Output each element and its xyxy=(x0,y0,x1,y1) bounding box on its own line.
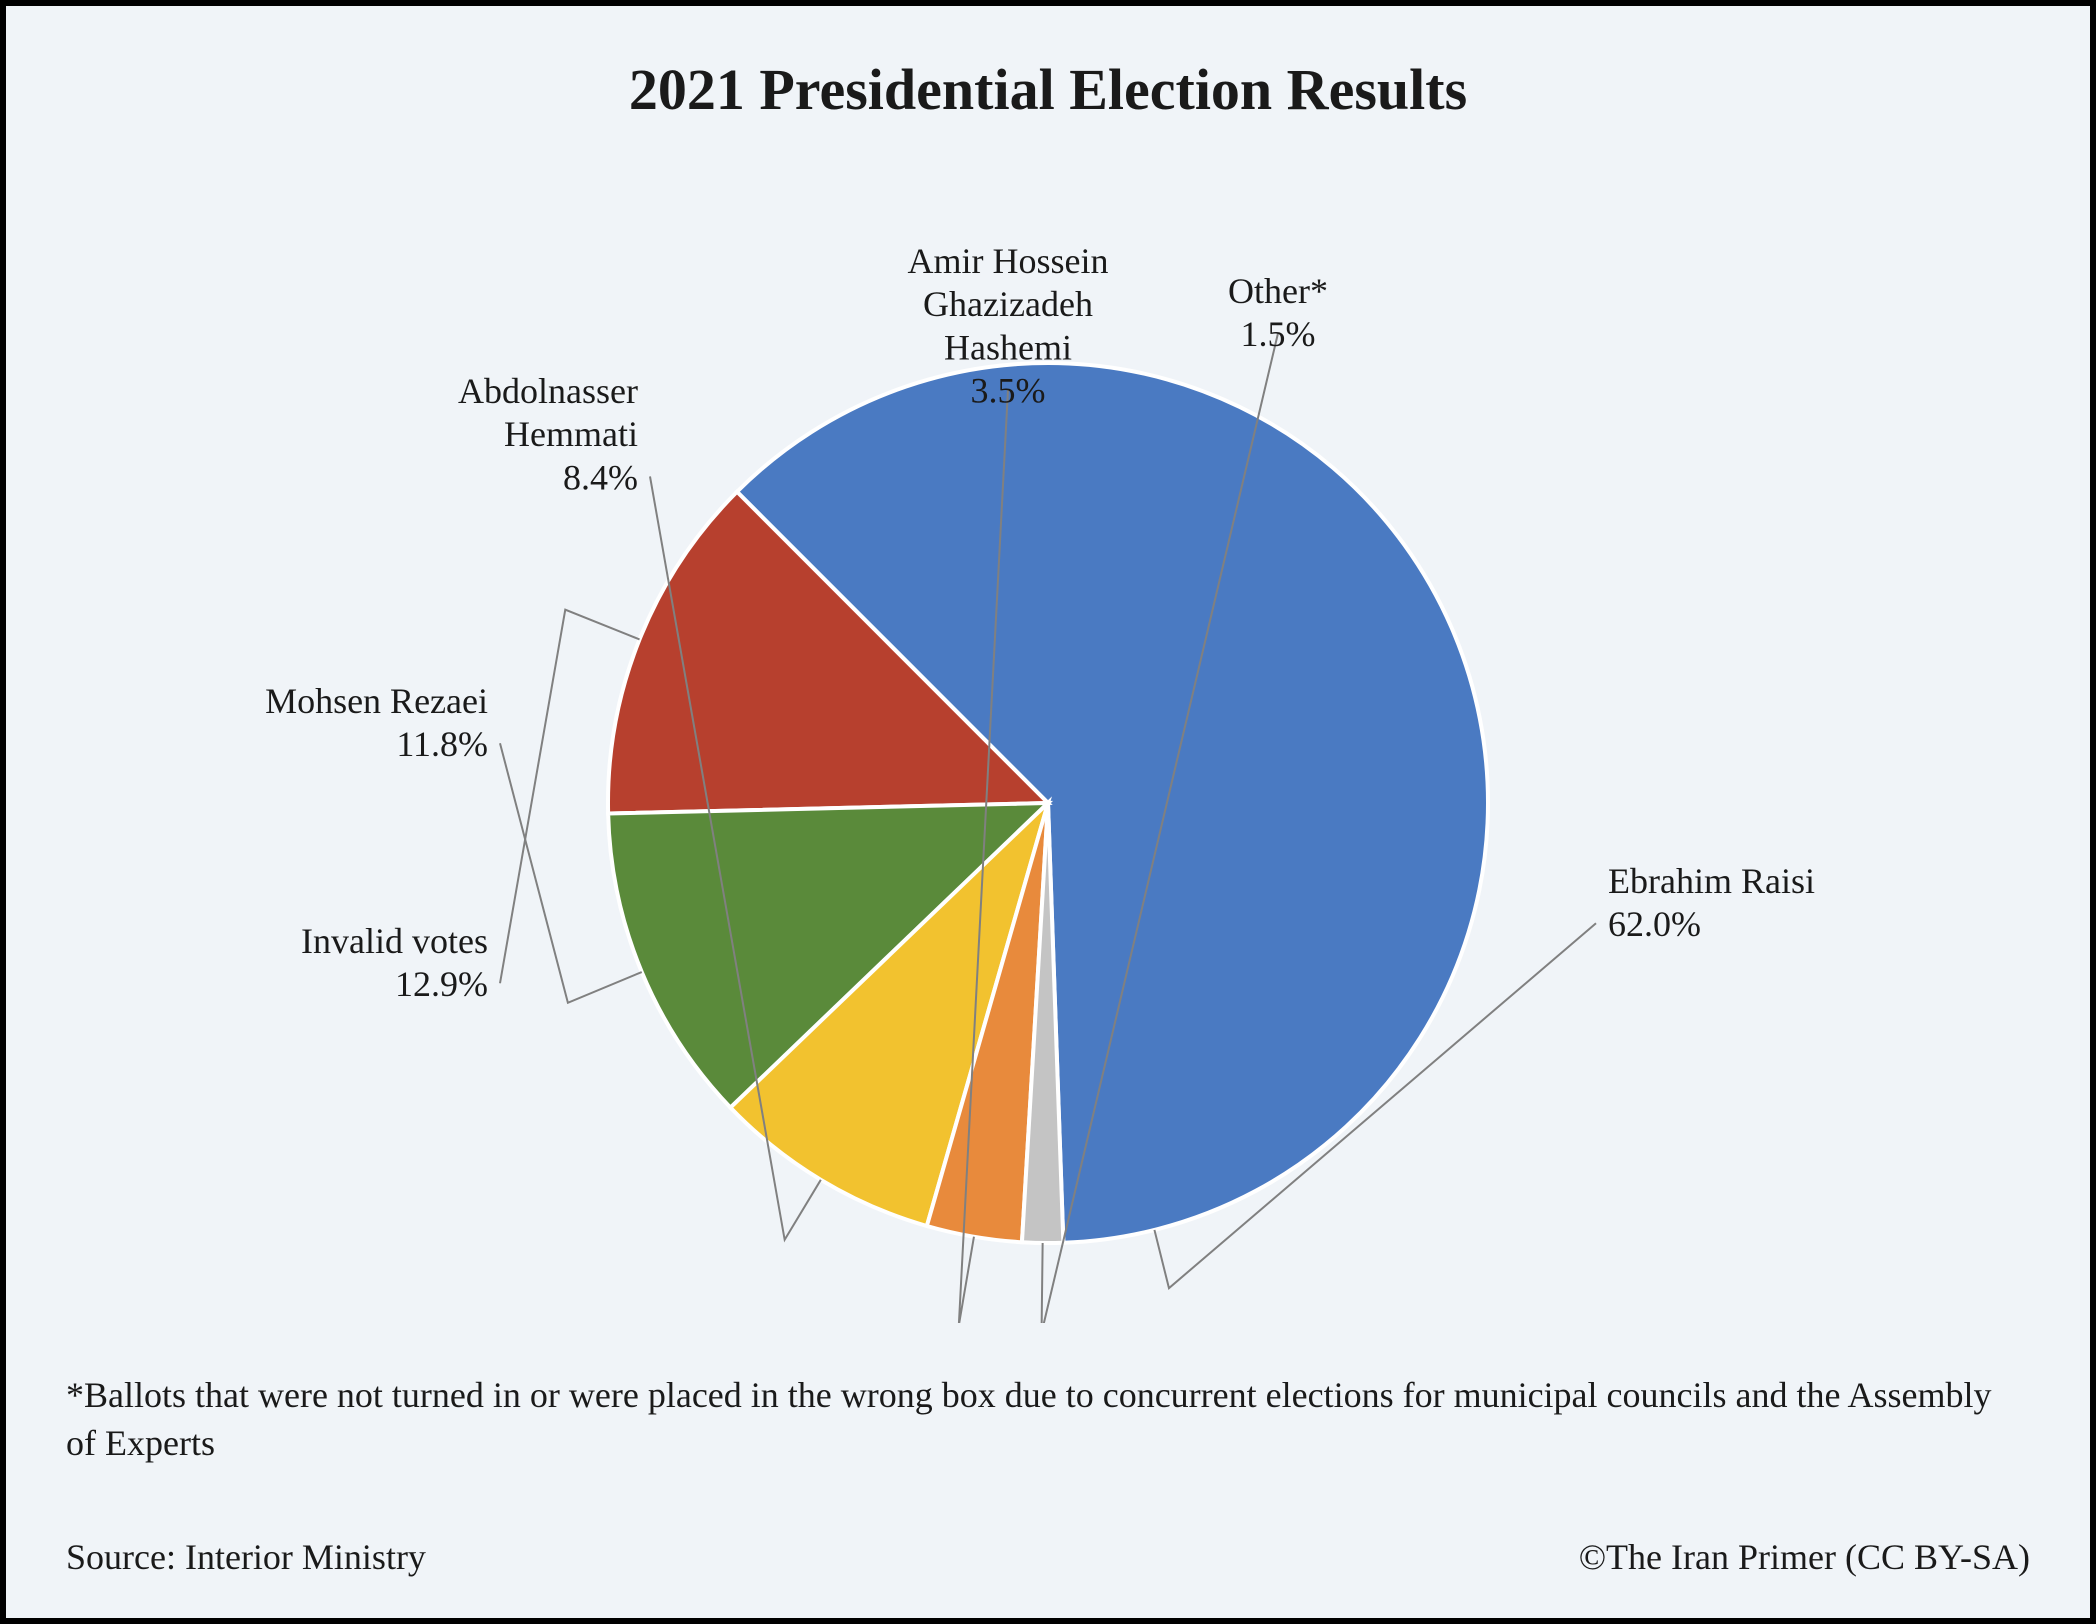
chart-container: 2021 Presidential Election Results Ebrah… xyxy=(0,0,2096,1624)
slice-label: Invalid votes12.9% xyxy=(301,921,488,1004)
footnote-text: *Ballots that were not turned in or were… xyxy=(66,1371,2030,1468)
copyright-text: ©The Iran Primer (CC BY-SA) xyxy=(1579,1536,2030,1578)
slice-label: Ebrahim Raisi62.0% xyxy=(1608,861,1815,944)
slice-label: Mohsen Rezaei11.8% xyxy=(265,681,488,764)
pie-chart: Ebrahim Raisi62.0% Invalid votes12.9% Mohs… xyxy=(98,143,1998,1323)
slice-label: AbdolnasserHemmati8.4% xyxy=(458,371,638,497)
source-text: Source: Interior Ministry xyxy=(66,1536,426,1578)
chart-title: 2021 Presidential Election Results xyxy=(66,56,2030,123)
pie-chart-wrap: Ebrahim Raisi62.0% Invalid votes12.9% Mohs… xyxy=(66,143,2030,1323)
slice-label: Other*1.5% xyxy=(1228,271,1328,354)
